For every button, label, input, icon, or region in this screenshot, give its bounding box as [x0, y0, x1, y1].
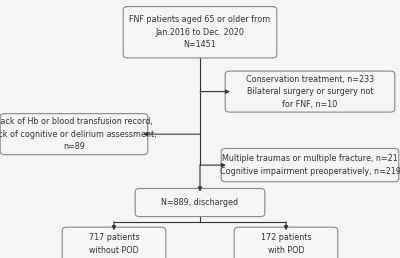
Text: 717 patients
without POD: 717 patients without POD: [89, 233, 139, 255]
Text: Conservation treatment, n=233
Bilateral surgery or surgery not
for FNF, n=10: Conservation treatment, n=233 Bilateral …: [246, 75, 374, 109]
FancyBboxPatch shape: [234, 227, 338, 258]
Text: N=889, discharged: N=889, discharged: [162, 198, 238, 207]
FancyBboxPatch shape: [0, 114, 148, 155]
Text: Lack of Hb or blood transfusion record,
lack of cognitive or delirium assessment: Lack of Hb or blood transfusion record, …: [0, 117, 157, 151]
FancyBboxPatch shape: [225, 71, 395, 112]
FancyBboxPatch shape: [62, 227, 166, 258]
Text: 172 patients
with POD: 172 patients with POD: [261, 233, 311, 255]
Text: Multiple traumas or multiple fracture, n=21
Cognitive impairment preoperatively,: Multiple traumas or multiple fracture, n…: [220, 154, 400, 176]
FancyBboxPatch shape: [221, 149, 399, 182]
FancyBboxPatch shape: [135, 188, 265, 217]
Text: FNF patients aged 65 or older from
Jan.2016 to Dec. 2020
N=1451: FNF patients aged 65 or older from Jan.2…: [129, 15, 271, 49]
FancyBboxPatch shape: [123, 7, 277, 58]
